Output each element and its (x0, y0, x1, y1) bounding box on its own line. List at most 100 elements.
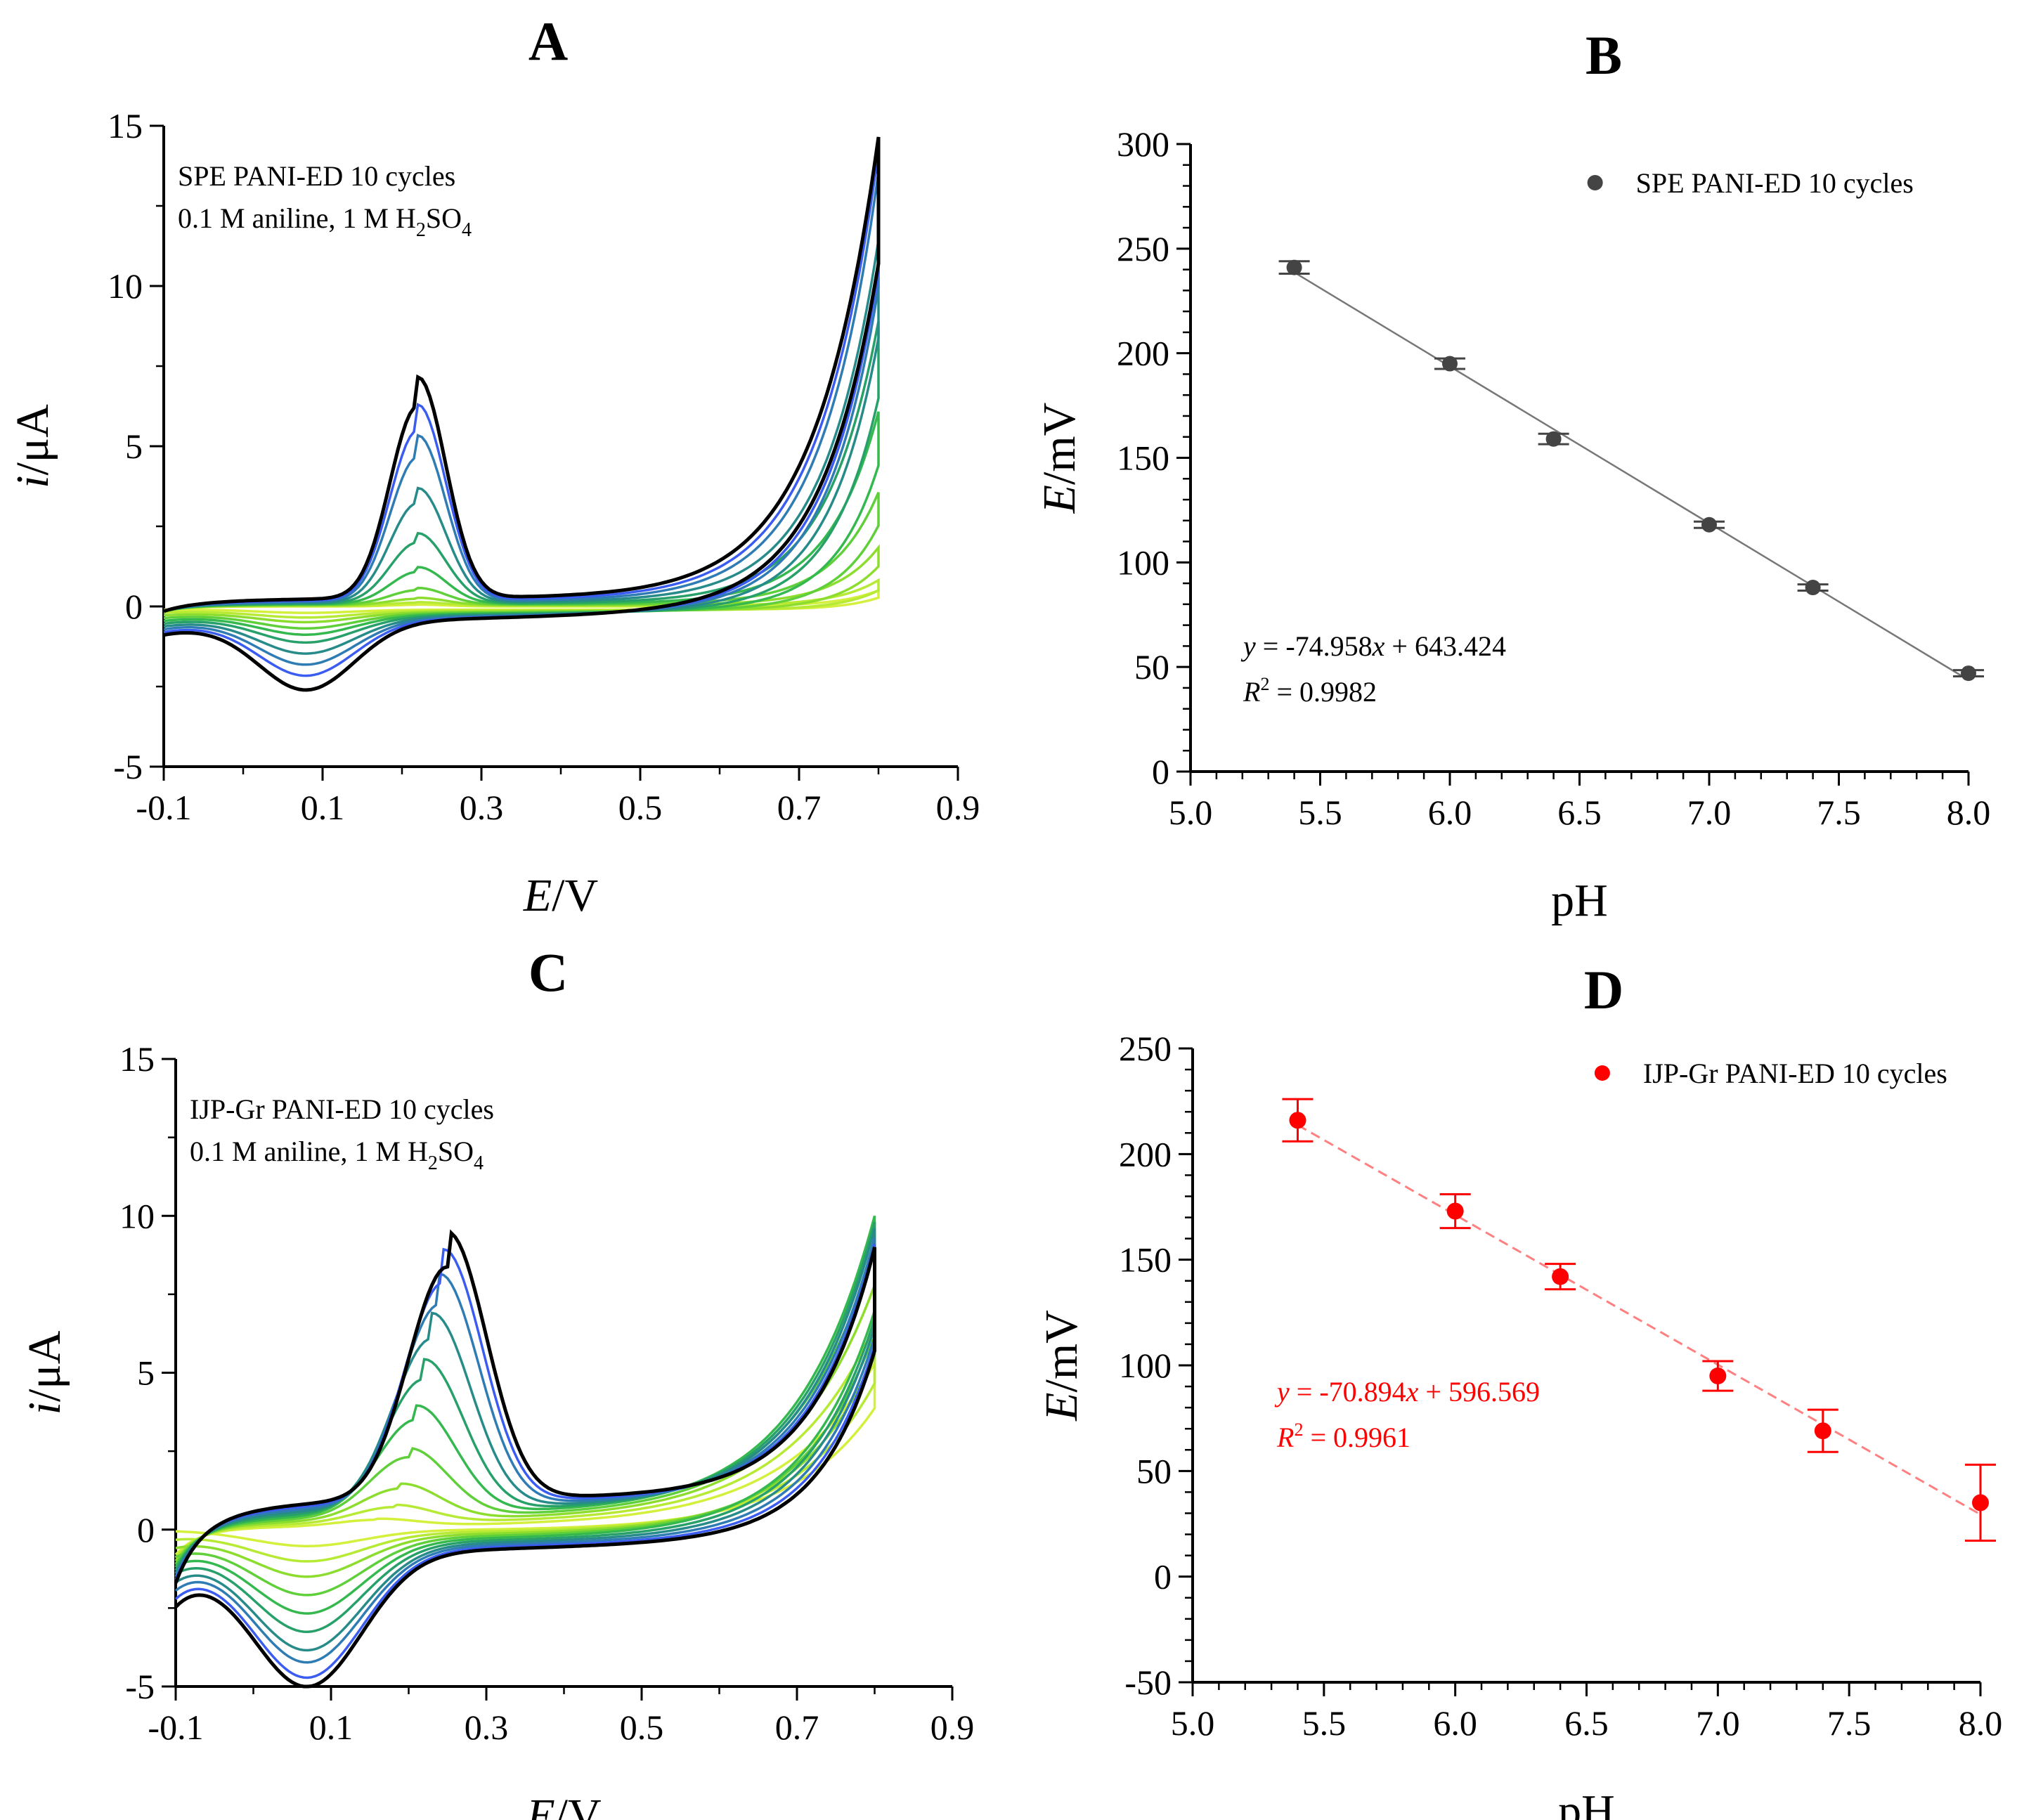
cv-cycle-10 (174, 1229, 876, 1689)
fit-equation: y = -74.958x + 643.424 (1240, 630, 1506, 662)
cv-curves (163, 136, 881, 692)
legend-label: SPE PANI-ED 10 cycles (1636, 167, 1914, 199)
data-point (1709, 1367, 1727, 1385)
text-span: SO (438, 1136, 474, 1167)
x-tick-label: 5.0 (1169, 793, 1213, 832)
text-span: /V (555, 1790, 602, 1820)
x-tick-label: -0.1 (148, 1708, 203, 1747)
r-squared: R2 = 0.9982 (1243, 674, 1377, 708)
panel-c-cv-ijp: C -0.1 0.1 0.3 0.5 0.7 0.9 -5 0 5 10 15 E/V i/μA IJP-G… (19, 942, 974, 1820)
text-span: E (1036, 1393, 1087, 1422)
data-point (1805, 580, 1821, 596)
x-tick-label: 0.9 (930, 1708, 975, 1747)
cv-cycle-10 (163, 136, 881, 692)
y-tick-label: -5 (125, 1667, 155, 1706)
x-tick-label: 5.0 (1171, 1703, 1215, 1743)
x-axis-label: E/V (523, 870, 598, 921)
y-tick-label: 0 (1154, 1557, 1172, 1597)
y-tick-label: 300 (1117, 124, 1169, 164)
cv-cycle-8 (163, 171, 880, 666)
text-span: /mV (1034, 403, 1085, 485)
y-tick-label: 5 (137, 1353, 155, 1393)
x-tick-label: 0.1 (309, 1708, 354, 1747)
y-tick-label: 50 (1136, 1451, 1172, 1490)
annotation-solution: 0.1 M aniline, 1 M H2SO4 (178, 202, 472, 241)
x-tick-label: 5.5 (1298, 793, 1342, 832)
y-tick-label: 150 (1119, 1240, 1172, 1280)
text-span: 2 (428, 1152, 438, 1174)
text-span: 2 (416, 219, 426, 241)
y-tick-label: 0 (1152, 752, 1169, 791)
text-span: pH (1558, 1786, 1615, 1820)
y-tick-label: 15 (108, 106, 143, 145)
x-tick-label: 6.5 (1557, 793, 1602, 832)
text-span: i (19, 1402, 70, 1415)
x-tick-label: 8.0 (1959, 1703, 2003, 1743)
annotation-electrode: SPE PANI-ED 10 cycles (178, 160, 455, 192)
x-tick-label: 6.0 (1428, 793, 1472, 832)
panel-title: A (528, 11, 568, 72)
fit-line (1297, 1124, 1981, 1516)
fit-equation: y = -70.894x + 596.569 (1274, 1376, 1540, 1408)
y-tick-label: 0 (125, 587, 143, 626)
text-span: x (1406, 1376, 1419, 1408)
text-span: 4 (474, 1152, 484, 1174)
data-point (1289, 1112, 1306, 1129)
text-span: + 643.424 (1384, 630, 1506, 662)
y-tick-label: 100 (1119, 1346, 1172, 1385)
x-tick-label: 8.0 (1947, 793, 1991, 832)
panel-title: B (1585, 25, 1622, 86)
data-point (1442, 356, 1458, 372)
text-span: E (1034, 485, 1085, 514)
y-tick-label: 150 (1117, 438, 1169, 478)
y-tick-label: 15 (119, 1039, 155, 1079)
text-span: 0.1 M aniline, 1 M H (178, 202, 416, 234)
x-tick-label: 0.1 (301, 788, 345, 827)
y-tick-label: 50 (1134, 647, 1169, 687)
x-tick-label: 0.7 (775, 1708, 819, 1747)
text-span: /μA (19, 1330, 70, 1402)
text-span: = 0.9982 (1269, 676, 1377, 708)
data-point (1961, 665, 1976, 682)
text-span: /mV (1036, 1310, 1087, 1392)
y-tick-label: 10 (108, 266, 143, 306)
text-span: y (1274, 1376, 1290, 1408)
text-span: R (1243, 676, 1260, 708)
cv-cycle-3 (163, 544, 880, 624)
legend-marker (1594, 1065, 1610, 1081)
data-point (1972, 1494, 1989, 1512)
fit-line (1293, 271, 1969, 681)
y-tick-label: 10 (119, 1196, 155, 1235)
annotation-electrode: IJP-Gr PANI-ED 10 cycles (190, 1093, 494, 1125)
text-span: = -70.894 (1290, 1376, 1406, 1408)
x-tick-label: 0.3 (460, 788, 504, 827)
text-span: y (1240, 630, 1256, 662)
x-axis-label: pH (1551, 875, 1608, 926)
y-tick-label: 250 (1117, 229, 1169, 268)
y-tick-label: 200 (1119, 1134, 1172, 1174)
text-span: = -74.958 (1256, 630, 1373, 662)
panel-b-ph-calibration-spe: B 5.0 5.5 6.0 6.5 7.0 7.5 8.0 0 50 100 150 200 250 300… (1034, 25, 1990, 926)
x-tick-label: 0.5 (618, 788, 663, 827)
x-axis-label: pH (1558, 1786, 1615, 1820)
cv-cycle-2 (163, 578, 880, 619)
text-span: + 596.569 (1418, 1376, 1540, 1408)
text-span: /μA (7, 404, 58, 476)
x-tick-label: 7.0 (1696, 1703, 1740, 1743)
x-tick-label: 6.5 (1564, 1703, 1609, 1743)
x-tick-label: 7.5 (1827, 1703, 1872, 1743)
data-point (1701, 516, 1717, 533)
y-tick-label: 100 (1117, 542, 1169, 582)
data-point (1552, 1268, 1569, 1285)
x-tick-label: 7.0 (1687, 793, 1732, 832)
cv-cycle-5 (174, 1215, 876, 1615)
cv-cycle-1 (163, 588, 880, 614)
x-tick-label: 0.5 (620, 1708, 664, 1747)
y-tick-label: 0 (137, 1510, 155, 1549)
cv-curves (174, 1215, 876, 1689)
text-span: /V (552, 870, 598, 921)
text-span: E (523, 870, 552, 921)
legend-marker (1587, 175, 1603, 190)
data-point (1545, 431, 1562, 447)
